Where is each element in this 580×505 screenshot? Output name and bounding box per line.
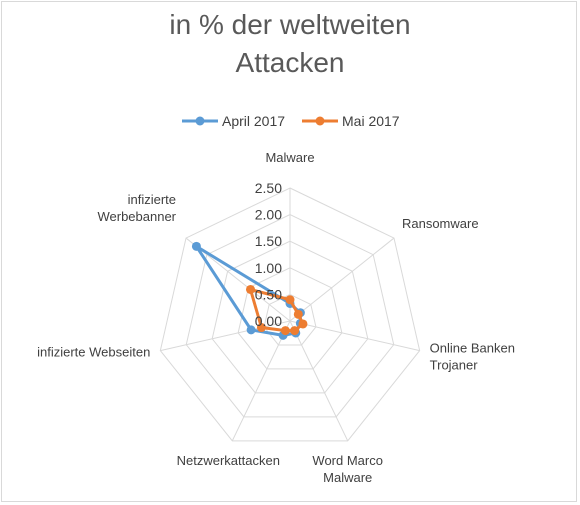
data-point[interactable] — [293, 309, 303, 319]
category-label: infizierte Webseiten — [37, 345, 150, 360]
category-label-line: Werbebanner — [97, 209, 176, 224]
category-label: Netzwerkattacken — [177, 453, 280, 468]
data-point[interactable] — [191, 241, 201, 251]
tick-label: 1.50 — [255, 233, 282, 249]
grid-ring — [211, 240, 369, 394]
category-label-line: Malware — [265, 150, 314, 165]
data-point[interactable] — [256, 323, 266, 333]
legend-swatch-marker — [315, 116, 325, 126]
grid-ring — [185, 214, 395, 418]
category-label: Ransomware — [402, 216, 479, 231]
category-label: Word Marco Malware — [312, 453, 383, 485]
category-label-line: Online Banken — [430, 341, 515, 356]
category-label-line: infizierte — [128, 192, 176, 207]
category-label-line: infizierte Webseiten — [37, 345, 150, 360]
grid-spoke — [160, 320, 291, 352]
data-point[interactable] — [246, 325, 256, 335]
category-label: Online Banken Trojaner — [430, 341, 515, 373]
category-label-line: Ransomware — [402, 216, 479, 231]
data-point[interactable] — [245, 284, 255, 294]
grid-spoke — [289, 320, 420, 352]
data-point[interactable] — [280, 326, 290, 336]
grid-spoke — [289, 237, 395, 322]
chart-title-line-1: in % der weltweiten — [169, 9, 410, 40]
legend: April 2017 Mai 2017 — [182, 113, 400, 129]
grid-ring — [263, 293, 317, 346]
grid-ring — [237, 267, 343, 370]
tick-label: 2.00 — [255, 207, 282, 223]
category-label: infizierte Werbebanner — [97, 192, 176, 224]
tick-label: 0.00 — [255, 313, 282, 329]
legend-swatch-marker — [195, 116, 205, 126]
legend-item-april-2017[interactable]: April 2017 — [182, 113, 285, 129]
tick-label: 1.00 — [255, 260, 282, 276]
tick-label: 2.50 — [255, 180, 282, 196]
data-point[interactable] — [290, 326, 300, 336]
data-point[interactable] — [298, 319, 308, 329]
radar-labels: 0.00 0.50 1.00 1.50 2.00 2.50 Malware Ransomwar… — [37, 150, 515, 485]
legend-label: Mai 2017 — [342, 113, 400, 129]
category-label-line: Word Marco — [312, 453, 383, 468]
data-point[interactable] — [285, 295, 295, 305]
legend-item-mai-2017[interactable]: Mai 2017 — [302, 113, 400, 129]
legend-label: April 2017 — [222, 113, 285, 129]
grid-ring — [159, 187, 421, 442]
grid-spoke — [289, 320, 349, 442]
series-mai-2017 — [245, 284, 308, 336]
category-label-line: Netzwerkattacken — [177, 453, 280, 468]
chart-title-line-2: Attacken — [236, 47, 345, 78]
radar-grid — [159, 187, 421, 442]
radar-series — [191, 241, 308, 340]
tick-label: 0.50 — [255, 286, 282, 302]
category-label: Malware — [265, 150, 314, 165]
category-label-line: Trojaner — [430, 358, 479, 373]
category-label-line: Malware — [323, 470, 372, 485]
grid-spoke — [231, 320, 291, 442]
